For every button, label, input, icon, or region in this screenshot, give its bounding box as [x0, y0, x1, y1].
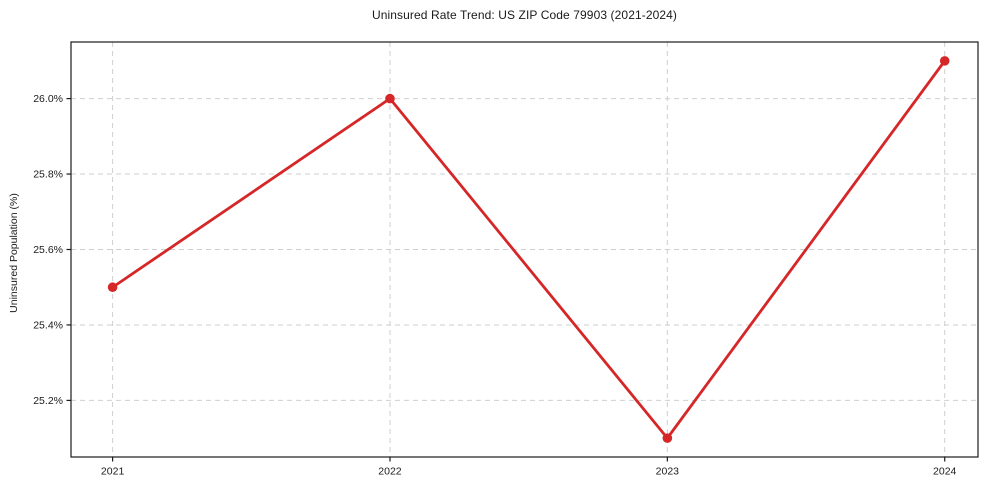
y-tick-label: 25.6% — [33, 244, 63, 256]
y-tick-label: 25.2% — [33, 395, 63, 407]
x-tick-label: 2024 — [933, 466, 957, 478]
x-tick-label: 2023 — [656, 466, 680, 478]
y-tick-label: 25.4% — [33, 319, 63, 331]
data-point-marker — [939, 56, 950, 66]
y-tick-label: 26.0% — [33, 93, 63, 105]
trend-line — [111, 59, 947, 440]
chart-title: Uninsured Rate Trend: US ZIP Code 79903 … — [371, 8, 678, 22]
x-tick-label: 2021 — [101, 466, 125, 478]
x-tick-label: 2022 — [378, 466, 402, 478]
data-point-marker — [107, 282, 118, 293]
data-point-marker — [662, 433, 673, 443]
y-tick-label: 25.8% — [33, 169, 63, 181]
data-point-marker — [385, 93, 395, 104]
